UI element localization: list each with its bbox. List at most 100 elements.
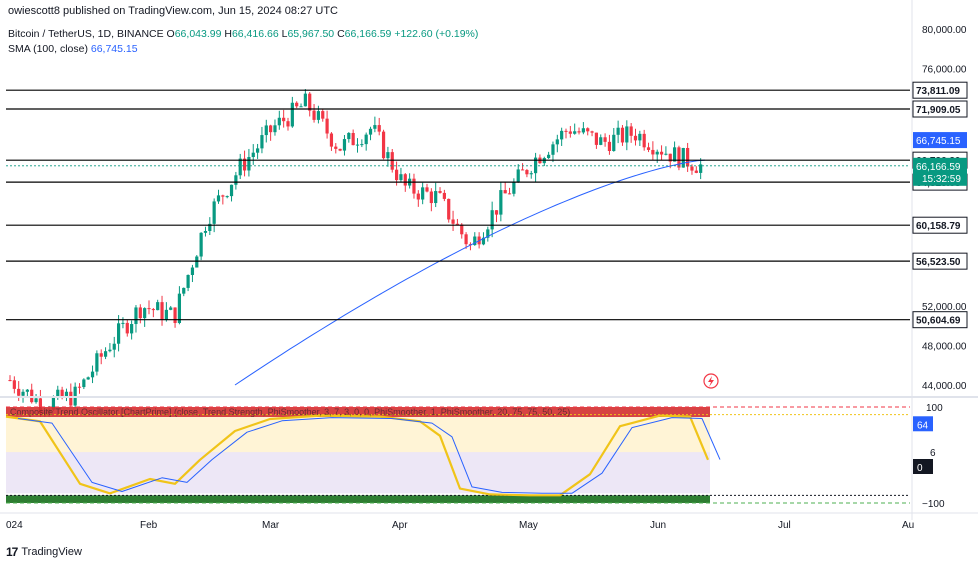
high-value: 66,416.66 — [231, 28, 279, 40]
sma-price-badge — [913, 132, 967, 149]
time-axis-label: Mar — [262, 520, 280, 531]
candle-body — [169, 307, 173, 310]
candle-body — [103, 351, 108, 357]
candle-body — [30, 389, 34, 403]
candle-body — [212, 201, 216, 224]
candle-body — [255, 148, 260, 153]
candle-body — [434, 191, 438, 204]
candle-body — [421, 187, 425, 200]
candle-body — [17, 388, 21, 396]
osc-scale-label: −100 — [922, 499, 945, 510]
osc-badge-label: 64 — [917, 420, 929, 431]
osc-scale-label: 6 — [930, 448, 936, 459]
time-axis-label: Jul — [778, 520, 791, 531]
sma-legend[interactable]: SMA (100, close) 66,745.15 — [8, 43, 138, 55]
candle-body — [299, 106, 303, 108]
candle-body — [690, 166, 694, 171]
osc-slow-line — [17, 417, 721, 494]
candle-body — [560, 130, 564, 140]
candle-body — [651, 149, 655, 155]
candle-body — [607, 141, 612, 151]
current-price-label: 66,166.59 — [916, 162, 961, 173]
candle-body — [238, 158, 242, 176]
candle-body — [655, 151, 659, 155]
candle-body — [221, 195, 225, 197]
candle-body — [251, 152, 255, 158]
candle-body — [156, 302, 160, 311]
candle-body — [121, 322, 125, 324]
candle-body — [151, 309, 155, 311]
candle-body — [573, 131, 577, 134]
candle-body — [633, 135, 638, 141]
candle-body — [164, 309, 168, 320]
lightning-icon[interactable] — [703, 373, 719, 389]
candle-body — [386, 152, 390, 159]
candle-body — [455, 223, 460, 225]
candle-body — [234, 175, 238, 185]
candle-body — [529, 173, 533, 175]
oscillator-pane[interactable]: Composite Trend Oscillator [ChartPrime] … — [5, 403, 945, 510]
candle-body — [494, 210, 499, 215]
level-label: 71,909.05 — [916, 105, 961, 116]
tradingview-logo-icon: 17 — [6, 545, 18, 559]
candle-body — [377, 125, 381, 132]
candle-body — [147, 308, 151, 310]
time-axis-label: 024 — [6, 520, 23, 531]
candle-body — [247, 157, 251, 171]
level-label: 50,604.69 — [916, 316, 961, 327]
candle-body — [390, 152, 394, 170]
candle-body — [681, 147, 685, 168]
candle-body — [368, 128, 373, 135]
candle-body — [625, 126, 629, 143]
sma-label: SMA (100, close) — [8, 43, 88, 55]
candle-body — [242, 158, 247, 171]
sma-line — [234, 159, 706, 386]
level-label-box — [912, 100, 968, 118]
candle-body — [629, 126, 633, 136]
candle-body — [34, 398, 38, 403]
candle-body — [616, 127, 620, 135]
close-label: C — [337, 28, 345, 40]
candle-body — [177, 293, 182, 324]
candle-body — [460, 224, 464, 235]
candle-body — [551, 144, 555, 155]
candle-body — [686, 147, 690, 167]
candle-body — [312, 110, 316, 120]
candle-body — [347, 132, 351, 140]
candle-body — [694, 170, 698, 173]
level-label: 56,523.50 — [916, 257, 961, 268]
candle-body — [82, 379, 86, 388]
candle-body — [394, 169, 399, 181]
candle-body — [620, 127, 625, 143]
candle-body — [581, 128, 585, 133]
candle-body — [56, 389, 60, 398]
symbol-name[interactable]: Bitcoin / TetherUS, 1D, BINANCE — [8, 28, 164, 40]
price-tick-label: 48,000.00 — [922, 341, 967, 352]
time-axis-label: Au — [902, 520, 914, 531]
footer: 17 TradingView — [6, 545, 82, 559]
candle-body — [112, 343, 116, 350]
time-axis-label: Jun — [650, 520, 666, 531]
candle-body — [555, 139, 559, 145]
candle-body — [360, 144, 364, 146]
lightning-icon-bolt — [708, 376, 714, 387]
candle-body — [412, 178, 416, 194]
candle-body — [199, 232, 203, 257]
candle-body — [321, 111, 325, 119]
level-label-box — [912, 252, 968, 270]
candle-body — [416, 193, 420, 200]
candle-body — [60, 389, 64, 398]
candle-body — [577, 131, 581, 133]
candle-body — [173, 307, 177, 324]
candle-body — [225, 196, 229, 198]
level-label: 73,811.09 — [916, 86, 960, 97]
candle-body — [8, 380, 12, 382]
candle-body — [195, 256, 199, 268]
candle-body — [203, 230, 208, 233]
price-tick-label: 80,000.00 — [922, 25, 967, 36]
candle-body — [516, 169, 520, 182]
candle-body — [429, 191, 433, 204]
footer-brand: TradingView — [21, 546, 82, 558]
